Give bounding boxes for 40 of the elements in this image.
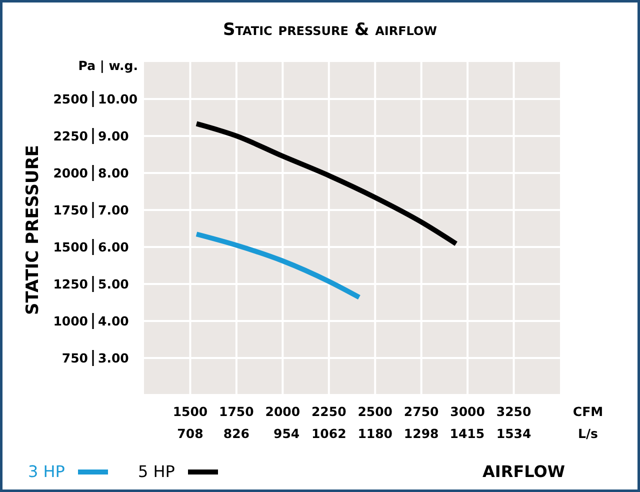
x-tick-label: 2000 xyxy=(265,404,300,419)
y2-tick-label: 5.00 xyxy=(98,276,130,292)
y-tick-label: 2000 xyxy=(53,165,88,180)
text: CFM xyxy=(572,404,604,419)
x2-tick-label: 1534 xyxy=(496,426,532,441)
x-tick-label: 2250 xyxy=(311,404,347,419)
y2-tick-label: 10.00 xyxy=(98,91,138,106)
y-tick-label: 1000 xyxy=(53,313,88,328)
y-tick-label: 1500 xyxy=(53,239,88,254)
x2-tick-label: 1415 xyxy=(450,426,485,441)
y2-tick-label: 8.00 xyxy=(98,165,130,180)
x-tick-label: 3000 xyxy=(450,404,486,419)
legend-label: 3 HP xyxy=(28,462,66,481)
y2-tick-label: 4.00 xyxy=(98,313,130,328)
x-tick-label: 1750 xyxy=(219,404,254,419)
x-tick-label: 1500 xyxy=(172,404,208,419)
x-axis-title: AIRFLOW xyxy=(482,462,566,481)
y-tick-label: 2500 xyxy=(53,91,88,106)
legend-label: 5 HP xyxy=(138,462,176,481)
x2-tick-label: 954 xyxy=(274,426,300,441)
x2-tick-label: 708 xyxy=(177,426,204,441)
y-tick-label: 2250 xyxy=(53,128,88,144)
x2-tick-label: 1298 xyxy=(404,426,439,441)
x-tick-label: 2750 xyxy=(404,404,440,419)
y2-tick-label: 3.00 xyxy=(98,350,130,366)
text: Pa | w.g. xyxy=(78,58,138,73)
y2-tick-label: 6.00 xyxy=(98,239,130,254)
y-axis-title: STATIC PRESSURE xyxy=(23,144,43,316)
x-tick-label: 2500 xyxy=(358,404,393,419)
y-tick-label: 1750 xyxy=(53,202,88,218)
y-tick-label: 1250 xyxy=(53,276,88,292)
chart-title: Static pressure & airflow xyxy=(223,20,437,40)
y2-tick-label: 7.00 xyxy=(98,202,130,218)
text: L/s xyxy=(578,426,598,441)
y-tick-label: 750 xyxy=(62,350,88,366)
x2-tick-label: 1180 xyxy=(358,426,393,441)
y2-tick-label: 9.00 xyxy=(98,128,130,144)
x-tick-label: 3250 xyxy=(496,404,532,419)
x2-tick-label: 826 xyxy=(223,426,250,441)
x2-tick-label: 1062 xyxy=(311,426,346,441)
